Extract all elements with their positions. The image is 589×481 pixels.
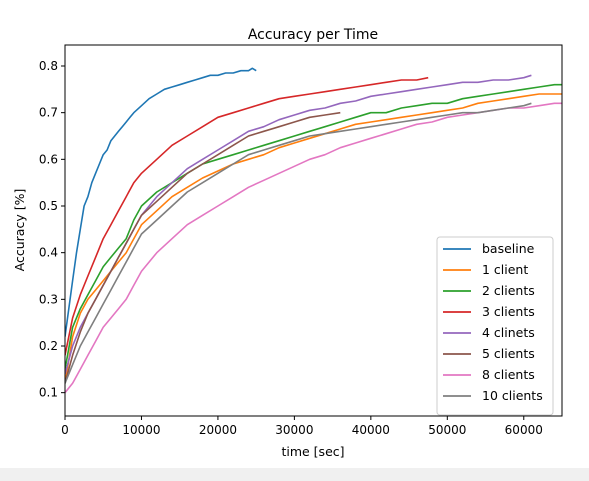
series-line-0 [65, 67, 257, 337]
legend-label-1: 1 client [482, 262, 528, 277]
legend-box [436, 236, 554, 416]
legend-label-4: 4 clinets [482, 325, 535, 340]
x-tick-label: 40000 [352, 423, 390, 437]
legend-label-6: 8 clients [482, 367, 535, 382]
figure: Accuracy per Time 0 10000 20000 30000 40000 5… [12, 27, 563, 459]
axes: 0 10000 20000 30000 40000 50000 60000 0.1 0.2 0.3… [39, 59, 543, 437]
x-tick-label: 10000 [122, 423, 160, 437]
legend: baseline 1 client 2 clients 3 clients 4 clin… [436, 236, 554, 416]
legend-label-7: 10 clients [482, 388, 543, 403]
legend-label-0: baseline [482, 241, 535, 256]
x-tick-label: 50000 [428, 423, 466, 437]
series-line-3 [65, 76, 429, 356]
y-tick-label: 0.4 [39, 246, 58, 260]
bottom-strip [0, 468, 589, 481]
x-tick-label: 0 [61, 423, 69, 437]
y-tick-label: 0.7 [39, 106, 58, 120]
series-line-2 [65, 83, 562, 370]
legend-label-2: 2 clients [482, 283, 535, 298]
x-tick-label: 20000 [199, 423, 237, 437]
series-line-7 [65, 102, 532, 384]
y-tick-label: 0.5 [39, 199, 58, 213]
y-tick-label: 0.6 [39, 152, 58, 166]
legend-label-5: 5 clients [482, 346, 535, 361]
y-tick-label: 0.8 [39, 59, 58, 73]
x-tick-label: 30000 [275, 423, 313, 437]
y-tick-label: 0.3 [39, 292, 58, 306]
x-tick-label: 60000 [505, 423, 543, 437]
legend-label-3: 3 clients [482, 304, 535, 319]
chart-title: Accuracy per Time [248, 27, 378, 43]
series-line-5 [65, 111, 341, 384]
y-tick-label: 0.1 [39, 386, 58, 400]
accuracy-line-chart: Accuracy per Time 0 10000 20000 30000 40000 5… [12, 27, 563, 459]
x-axis-label: time [sec] [281, 444, 344, 459]
axes-frame [64, 44, 563, 417]
y-tick-label: 0.2 [39, 339, 58, 353]
y-axis-label: Accuracy [%] [12, 189, 27, 272]
plot-area [65, 67, 562, 394]
